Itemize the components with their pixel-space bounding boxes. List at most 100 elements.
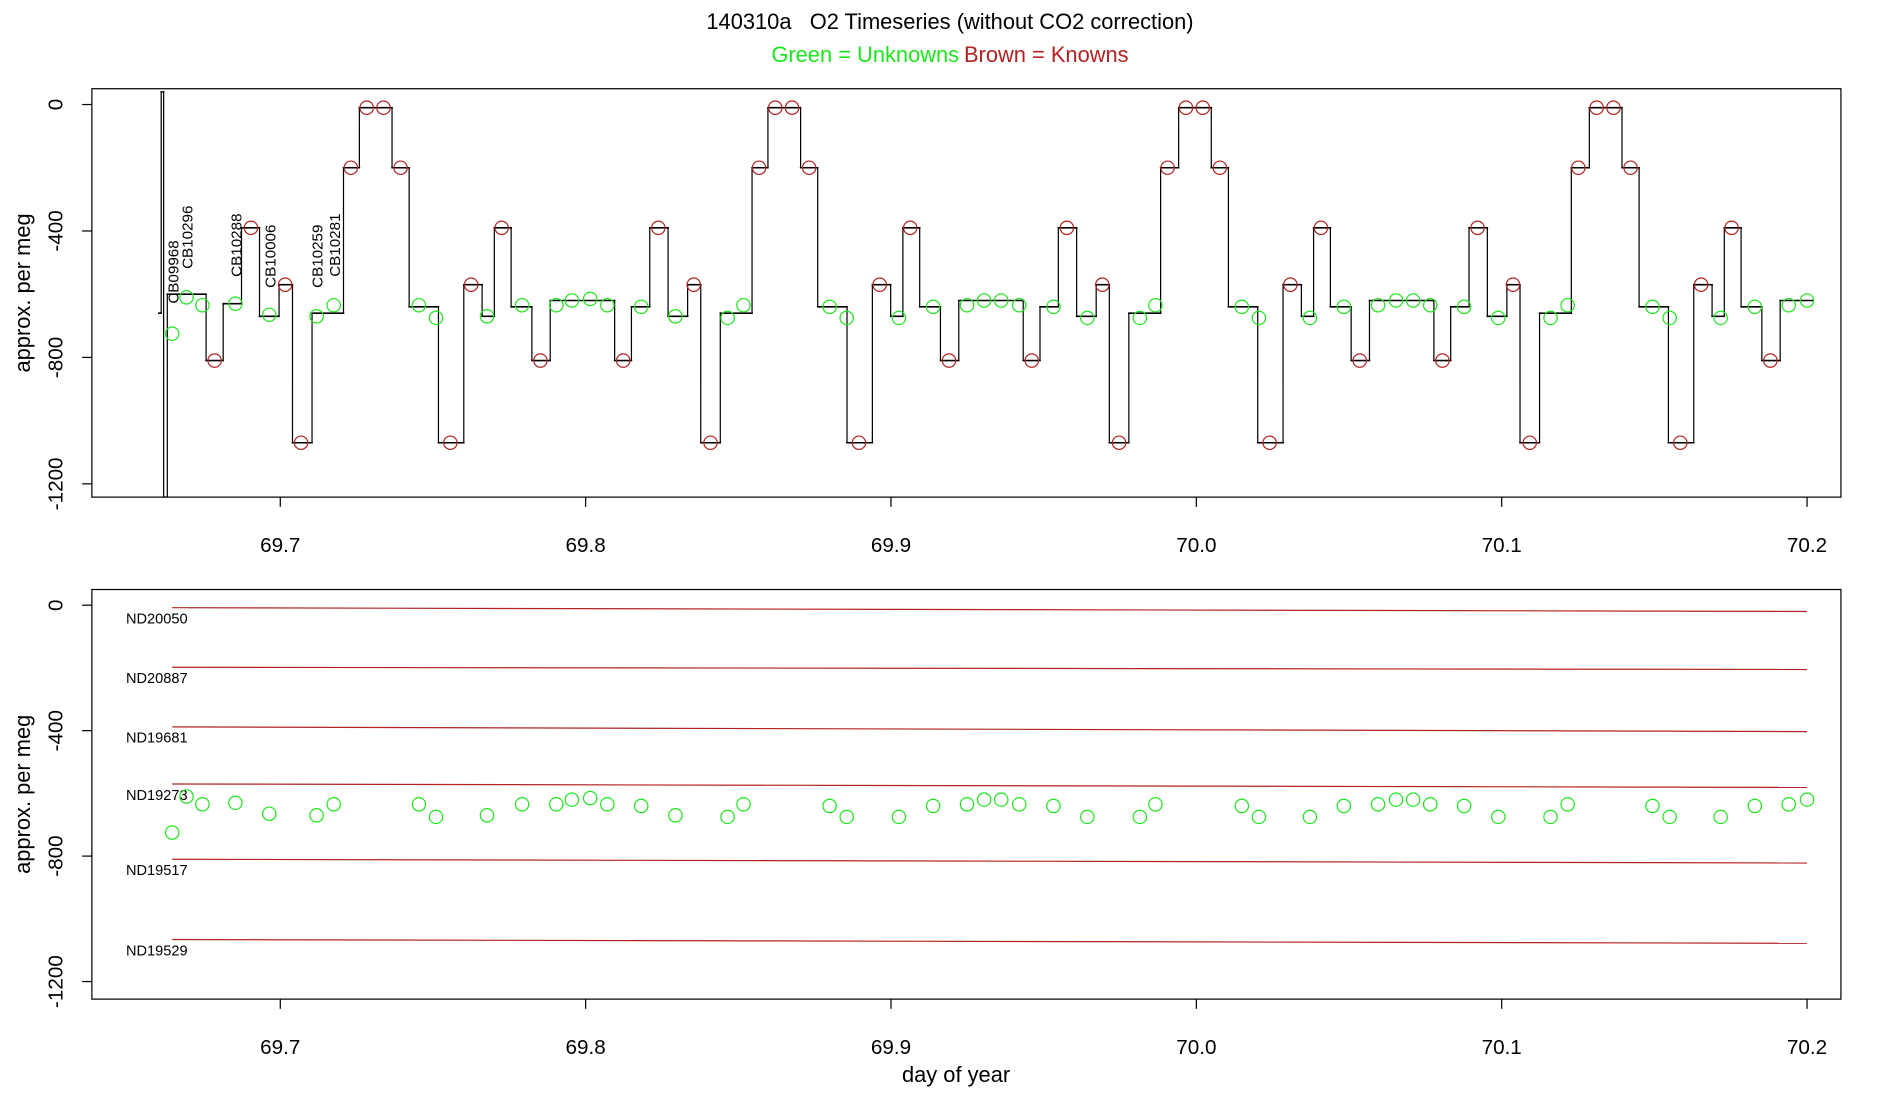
point [1662, 310, 1677, 326]
point [703, 435, 718, 451]
point [784, 100, 800, 115]
subtitle-part: Green = Unknowns [771, 42, 959, 67]
point [343, 160, 359, 176]
point [1606, 100, 1621, 115]
annotation: CB09968 [165, 240, 182, 303]
point [615, 353, 631, 368]
point [277, 277, 293, 293]
point [633, 299, 649, 315]
series-line [172, 783, 1808, 789]
point [1046, 299, 1061, 315]
point [1313, 220, 1329, 236]
x-tick-label: 70.2 [1787, 1036, 1827, 1059]
x-tick-label: 69.7 [260, 534, 300, 557]
point [1251, 310, 1267, 326]
point [1405, 293, 1421, 308]
point [1456, 798, 1472, 814]
point [1470, 220, 1485, 236]
point [1747, 299, 1763, 315]
point [600, 797, 615, 812]
chart-title: 140310a O2 Timeseries (without CO2 corre… [706, 9, 1193, 34]
point [1799, 293, 1815, 308]
x-tick-label: 70.2 [1787, 534, 1827, 557]
series-line [172, 666, 1808, 671]
point [959, 297, 975, 313]
point [1011, 297, 1027, 313]
point [891, 310, 907, 326]
point [228, 296, 243, 311]
point [1370, 797, 1386, 812]
plot-frame [91, 588, 1842, 1000]
point [851, 435, 867, 451]
point [179, 789, 194, 804]
point [1560, 797, 1575, 812]
point [1178, 100, 1194, 115]
point [720, 310, 735, 326]
point [1132, 310, 1148, 326]
point [261, 806, 277, 822]
point [1693, 277, 1709, 293]
y-tick-label: -800 [45, 337, 68, 378]
y-tick-label: -400 [45, 710, 68, 751]
point [1080, 809, 1095, 825]
point [976, 792, 992, 807]
point [1645, 798, 1660, 814]
point [1435, 353, 1450, 368]
point [479, 309, 495, 324]
point [582, 291, 598, 307]
point [822, 299, 837, 315]
point [1522, 435, 1538, 451]
x-tick-label: 69.7 [260, 1036, 300, 1059]
point [1132, 809, 1148, 825]
series-label: ND20050 [126, 611, 188, 627]
subtitle: Green = Unknowns Brown = Knowns [771, 42, 1128, 67]
point [1747, 798, 1763, 814]
x-tick-label: 70.0 [1176, 534, 1216, 557]
point [767, 100, 783, 115]
point [1148, 797, 1163, 812]
point [1763, 353, 1778, 368]
point [839, 809, 855, 825]
point [1724, 220, 1739, 236]
y-tick-label: -1200 [45, 955, 68, 1008]
point [1781, 297, 1797, 313]
point [1234, 798, 1250, 814]
x-tick-label: 69.8 [566, 534, 606, 557]
series-line [172, 726, 1808, 733]
plot-frame [91, 88, 1842, 498]
point [801, 160, 817, 176]
point [1283, 277, 1298, 293]
point [976, 293, 992, 308]
point [839, 310, 855, 326]
point [1623, 160, 1638, 176]
plot-area [157, 91, 1814, 498]
series-label: ND19517 [126, 863, 188, 879]
point [309, 309, 324, 324]
point [582, 790, 598, 806]
point [1388, 792, 1404, 807]
point [1713, 809, 1728, 825]
point [428, 310, 444, 326]
y-tick-label: 0 [45, 599, 68, 611]
point [651, 220, 666, 236]
point [195, 797, 210, 812]
series-line [172, 607, 1808, 613]
point [736, 297, 751, 313]
point [564, 792, 580, 807]
point [393, 160, 408, 176]
point [1195, 100, 1211, 115]
point [736, 797, 751, 812]
x-tick-label: 70.1 [1482, 534, 1522, 557]
point [1799, 792, 1815, 807]
y-tick-label: -800 [45, 835, 68, 876]
point [1491, 310, 1506, 326]
point [1388, 293, 1404, 308]
point [549, 297, 564, 313]
point [1302, 809, 1318, 825]
point [1080, 310, 1095, 326]
point [1352, 353, 1367, 368]
point [533, 353, 548, 368]
point [411, 297, 427, 313]
point [243, 220, 259, 236]
annotation: CB10296 [180, 206, 197, 269]
